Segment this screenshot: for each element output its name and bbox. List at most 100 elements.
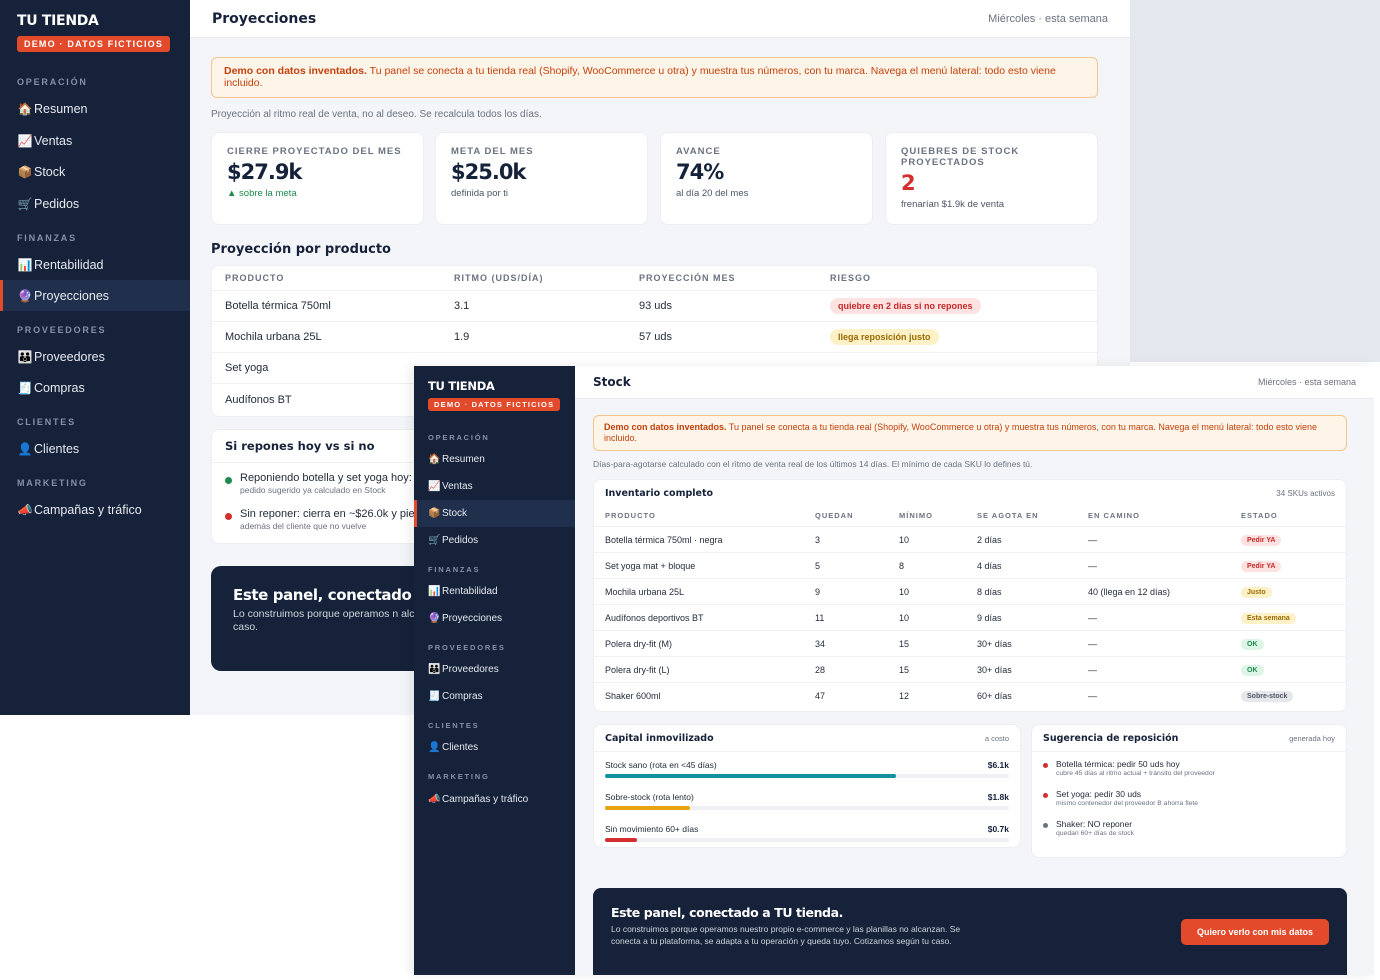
column-header[interactable]: SE AGOTA EN <box>977 511 1039 520</box>
cell-producto: Audífonos BT <box>225 393 292 406</box>
sidebar-item-resumen[interactable]: 🏠 Resumen <box>414 446 575 473</box>
table-row[interactable]: Botella térmica 750ml · negra 3 10 2 día… <box>594 527 1346 553</box>
brand-logo[interactable]: TU TIENDA <box>17 13 99 29</box>
table-header-row: PRODUCTO QUEDAN MÍNIMO SE AGOTA EN EN CA… <box>594 505 1346 527</box>
table-row[interactable]: Set yoga mat + bloque 5 8 4 días — Pedir… <box>594 553 1346 579</box>
sidebar-item-label: Rentabilidad <box>442 586 498 597</box>
column-header[interactable]: PROYECCIÓN MES <box>639 273 736 283</box>
status-badge: Justo <box>1241 586 1272 598</box>
cell-quedan: 5 <box>815 560 821 571</box>
status-badge: Pedir YA <box>1241 534 1282 546</box>
column-header[interactable]: MÍNIMO <box>899 511 933 520</box>
sidebar-item-pedidos[interactable]: 🛒 Pedidos <box>414 527 575 554</box>
brand-logo[interactable]: TU TIENDA <box>428 379 495 393</box>
sidebar-item-label: Proyecciones <box>34 288 110 303</box>
sidebar-item-label: Proyecciones <box>442 613 503 624</box>
cell-minimo: 10 <box>899 612 910 623</box>
sidebar-item-ventas[interactable]: 📈 Ventas <box>414 473 575 500</box>
table-row[interactable]: Shaker 600ml 47 12 60+ días — Sobre-stoc… <box>594 683 1346 709</box>
user-icon: 👤 <box>428 742 441 753</box>
sidebar-item-campanas[interactable]: 📣 Campañas y tráfico <box>0 494 190 525</box>
sidebar-item-label: Proveedores <box>442 664 499 675</box>
table-row[interactable]: Audífonos BT <box>212 384 1097 415</box>
sidebar-item-label: Pedidos <box>34 196 80 211</box>
column-header[interactable]: RIESGO <box>830 273 872 283</box>
kpi-card-avance: AVANCE 74% al día 20 del mes <box>660 132 873 225</box>
product-section-title: Proyección por producto <box>211 242 391 257</box>
sidebar-item-clientes[interactable]: 👤 Clientes <box>0 433 190 464</box>
table-row[interactable]: Botella térmica 750ml 3.1 93 uds quiebre… <box>212 291 1097 322</box>
kpi-value: $27.9k <box>227 160 302 184</box>
cell-agota: 4 días <box>977 560 1002 571</box>
sidebar-item-proveedores[interactable]: 👪 Proveedores <box>0 341 190 372</box>
cart-icon: 🛒 <box>428 535 441 546</box>
card-header: Inventario completo 34 SKUs activos <box>594 480 1346 505</box>
cell-camino: — <box>1088 612 1097 623</box>
sidebar-item-rentabilidad[interactable]: 📊 Rentabilidad <box>0 249 190 280</box>
table-header-row: PRODUCTO RITMO (UDS/DÍA) PROYECCIÓN MES … <box>212 266 1097 291</box>
cell-camino: 40 (llega en 12 días) <box>1088 586 1171 597</box>
status-dot <box>1043 823 1048 828</box>
sidebar-item-proveedores[interactable]: 👪 Proveedores <box>414 656 575 683</box>
cell-camino: — <box>1088 664 1097 675</box>
list-item-subtext: cubre 45 días al ritmo actual + tránsito… <box>1056 770 1215 777</box>
sidebar-item-compras[interactable]: 🧾 Compras <box>414 683 575 710</box>
main-content: Stock Miércoles · esta semana Demo con d… <box>575 366 1374 975</box>
sidebar-item-rentabilidad[interactable]: 📊 Rentabilidad <box>414 578 575 605</box>
column-header[interactable]: PRODUCTO <box>225 273 285 283</box>
bar-fill <box>605 806 690 810</box>
sidebar-item-label: Ventas <box>442 481 473 492</box>
table-row[interactable]: Mochila urbana 25L 9 10 8 días 40 (llega… <box>594 579 1346 605</box>
kpi-value: 2 <box>901 171 916 195</box>
table-row[interactable]: Mochila urbana 25L 1.9 57 uds llega repo… <box>212 322 1097 353</box>
sidebar-item-pedidos[interactable]: 🛒 Pedidos <box>0 188 190 219</box>
cell-agota: 30+ días <box>977 638 1012 649</box>
sidebar-section-finanzas: FINANZAS <box>428 565 481 574</box>
bar-label: Sobre-stock (rota lento) <box>605 792 694 802</box>
demo-notice-strong: Demo con datos inventados. <box>604 422 727 432</box>
kpi-label: QUIEBRES DE STOCK PROYECTADOS <box>901 146 1020 168</box>
cell-agota: 9 días <box>977 612 1002 623</box>
sidebar-item-label: Stock <box>34 164 66 179</box>
sidebar-item-compras[interactable]: 🧾 Compras <box>0 372 190 403</box>
cell-quedan: 11 <box>815 612 825 623</box>
cell-producto: Audífonos deportivos BT <box>605 612 704 623</box>
sidebar-section-operacion: OPERACIÓN <box>17 77 88 87</box>
sidebar-item-proyecciones[interactable]: 🔮 Proyecciones <box>0 280 190 311</box>
kpi-label: CIERRE PROYECTADO DEL MES <box>227 146 402 157</box>
sidebar-section-finanzas: FINANZAS <box>17 233 77 243</box>
sidebar-item-stock[interactable]: 📦 Stock <box>0 156 190 187</box>
bar-track <box>605 774 1009 778</box>
bar-value: $6.1k <box>987 760 1009 770</box>
sidebar-item-resumen[interactable]: 🏠 Resumen <box>0 93 190 124</box>
cell-quedan: 28 <box>815 664 826 675</box>
column-header[interactable]: ESTADO <box>1241 511 1278 520</box>
period-label: Miércoles · esta semana <box>988 12 1108 25</box>
sidebar-item-clientes[interactable]: 👤 Clientes <box>414 734 575 761</box>
status-dot <box>1043 763 1048 768</box>
column-header[interactable]: EN CAMINO <box>1088 511 1140 520</box>
table-row[interactable]: Polera dry-fit (L) 28 15 30+ días — OK <box>594 657 1346 683</box>
status-dot <box>1043 793 1048 798</box>
column-header[interactable]: RITMO (UDS/DÍA) <box>454 273 544 283</box>
sidebar-item-campanas[interactable]: 📣 Campañas y tráfico <box>414 786 575 813</box>
sidebar-item-proyecciones[interactable]: 🔮 Proyecciones <box>414 605 575 632</box>
cell-ritmo: 3.1 <box>454 300 470 312</box>
cell-quedan: 34 <box>815 638 826 649</box>
sidebar-item-label: Resumen <box>442 454 485 465</box>
sidebar-section-clientes: CLIENTES <box>17 417 76 427</box>
cta-button[interactable]: Quiero verlo con mis datos <box>1180 919 1329 945</box>
background-area <box>1130 0 1380 362</box>
sidebar-item-label: Pedidos <box>442 535 479 546</box>
table-row[interactable]: Polera dry-fit (M) 34 15 30+ días — OK <box>594 631 1346 657</box>
bar-label: Stock sano (rota en <45 días) <box>605 760 717 770</box>
cell-producto: Polera dry-fit (L) <box>605 664 670 675</box>
table-row[interactable]: Audífonos deportivos BT 11 10 9 días — E… <box>594 605 1346 631</box>
sidebar-item-stock[interactable]: 📦 Stock <box>414 500 575 527</box>
cell-producto: Mochila urbana 25L <box>605 586 685 597</box>
column-header[interactable]: PRODUCTO <box>605 511 656 520</box>
column-header[interactable]: QUEDAN <box>815 511 854 520</box>
cell-minimo: 12 <box>899 691 910 701</box>
sidebar-item-ventas[interactable]: 📈 Ventas <box>0 125 190 156</box>
card-meta: generada hoy <box>1289 734 1335 743</box>
